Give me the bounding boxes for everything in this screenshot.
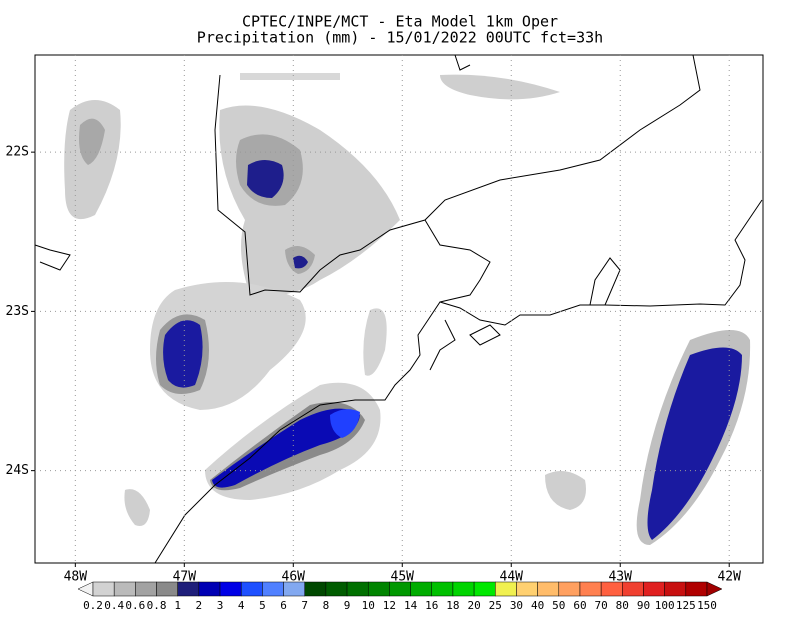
colorbar-box bbox=[283, 581, 305, 597]
colorbar-box bbox=[643, 581, 665, 597]
x-tick-label: 44W bbox=[500, 570, 524, 585]
colorbar-label: 5 bbox=[259, 599, 266, 612]
colorbar-box bbox=[219, 581, 242, 597]
colorbar-label: 150 bbox=[697, 599, 717, 612]
precipitation-field bbox=[64, 73, 751, 545]
precip-area bbox=[647, 347, 742, 540]
colorbar-box bbox=[558, 581, 581, 597]
colorbar-label: 30 bbox=[510, 599, 523, 612]
map-title: CPTEC/INPE/MCT - Eta Model 1km Oper bbox=[242, 13, 558, 31]
colorbar-box bbox=[452, 581, 475, 597]
colorbar-label: 40 bbox=[531, 599, 544, 612]
x-tick-label: 42W bbox=[717, 570, 741, 585]
colorbar-label: 25 bbox=[489, 599, 502, 612]
colorbar-label: 0.6 bbox=[125, 599, 145, 612]
y-tick-label: 23S bbox=[6, 304, 29, 319]
colorbar-box bbox=[473, 581, 496, 597]
precip-area bbox=[79, 118, 105, 165]
precip-area bbox=[330, 409, 360, 438]
precip-area bbox=[124, 489, 150, 526]
precip-area bbox=[293, 255, 308, 269]
colorbar-box bbox=[198, 581, 221, 597]
colorbar-label: 9 bbox=[344, 599, 351, 612]
colorbar-label: 6 bbox=[280, 599, 287, 612]
x-tick-label: 47W bbox=[173, 570, 197, 585]
y-tick-label: 22S bbox=[6, 145, 29, 160]
colorbar-box bbox=[431, 581, 454, 597]
colorbar-box bbox=[622, 581, 644, 597]
colorbar-box bbox=[156, 581, 178, 597]
colorbar-box bbox=[410, 581, 433, 597]
colorbar-box bbox=[135, 581, 157, 597]
state-border bbox=[214, 54, 701, 296]
colorbar-box bbox=[600, 581, 623, 597]
colorbar-box bbox=[537, 581, 560, 597]
precip-area bbox=[247, 160, 284, 198]
colorbar-label: 16 bbox=[425, 599, 438, 612]
map-subtitle: Precipitation (mm) - 15/01/2022 00UTC fc… bbox=[197, 29, 603, 47]
colorbar-box bbox=[664, 581, 687, 597]
colorbar-label: 3 bbox=[217, 599, 224, 612]
colorbar-box bbox=[262, 581, 284, 597]
boundaries bbox=[34, 54, 763, 564]
river bbox=[34, 244, 71, 271]
x-tick-label: 43W bbox=[608, 570, 632, 585]
precip-area bbox=[163, 320, 203, 388]
river bbox=[454, 54, 471, 71]
colorbar-label: 8 bbox=[323, 599, 330, 612]
colorbar-label: 0.4 bbox=[104, 599, 124, 612]
colorbar-label: 0.2 bbox=[83, 599, 103, 612]
colorbar-label: 0.8 bbox=[147, 599, 167, 612]
colorbar-box bbox=[685, 581, 708, 597]
precip-area bbox=[363, 308, 387, 376]
x-tick-label: 48W bbox=[64, 570, 88, 585]
colorbar-label: 80 bbox=[616, 599, 629, 612]
colorbar-box bbox=[367, 581, 390, 597]
colorbar-label: 12 bbox=[383, 599, 396, 612]
colorbar-box bbox=[240, 581, 263, 597]
x-tick-label: 45W bbox=[391, 570, 415, 585]
colorbar-label: 18 bbox=[446, 599, 459, 612]
colorbar-label: 100 bbox=[655, 599, 675, 612]
colorbar-box bbox=[325, 581, 348, 597]
precip-area bbox=[240, 73, 340, 80]
map-frame bbox=[34, 54, 764, 564]
colorbar-label: 70 bbox=[595, 599, 608, 612]
coastline bbox=[429, 319, 456, 371]
colorbar-box bbox=[177, 581, 200, 597]
colorbar-box bbox=[579, 581, 602, 597]
x-tick-label: 46W bbox=[282, 570, 306, 585]
precip-area bbox=[212, 408, 360, 488]
colorbar-box bbox=[113, 581, 136, 597]
colorbar-box bbox=[304, 581, 327, 597]
colorbar-label: 50 bbox=[552, 599, 565, 612]
coastline bbox=[154, 199, 763, 564]
state-border bbox=[589, 257, 621, 306]
colorbar-label: 20 bbox=[467, 599, 480, 612]
state-border bbox=[424, 219, 491, 303]
colorbar-label: 125 bbox=[676, 599, 696, 612]
island bbox=[469, 324, 501, 346]
colorbar-label: 4 bbox=[238, 599, 245, 612]
colorbar-label: 90 bbox=[637, 599, 650, 612]
colorbar-label: 14 bbox=[404, 599, 418, 612]
colorbar-label: 1 bbox=[174, 599, 181, 612]
precip-area bbox=[440, 74, 560, 100]
colorbar-box bbox=[92, 581, 115, 597]
y-tick-label: 24S bbox=[6, 463, 29, 478]
colorbar-box bbox=[346, 581, 369, 597]
colorbar-label: 60 bbox=[573, 599, 586, 612]
precip-area bbox=[545, 471, 586, 510]
colorbar-box bbox=[389, 581, 411, 597]
colorbar-box bbox=[516, 581, 538, 597]
colorbar-label: 2 bbox=[196, 599, 203, 612]
colorbar-box bbox=[495, 581, 517, 597]
colorbar-label: 10 bbox=[362, 599, 375, 612]
colorbar-label: 7 bbox=[301, 599, 308, 612]
colorbar-over bbox=[706, 581, 723, 597]
